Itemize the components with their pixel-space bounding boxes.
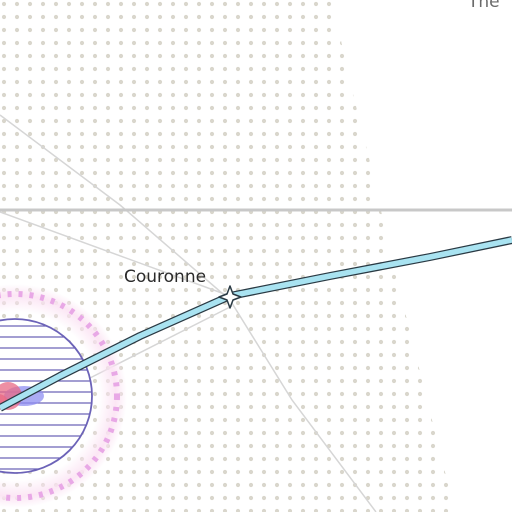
star-icon[interactable]	[218, 285, 242, 309]
halo-dashed-ring	[0, 291, 120, 501]
thin-road-2	[0, 211, 231, 297]
place-label-partial: The	[468, 0, 500, 12]
place-label-couronne: Couronne	[124, 267, 207, 287]
circle-outline	[0, 318, 93, 474]
